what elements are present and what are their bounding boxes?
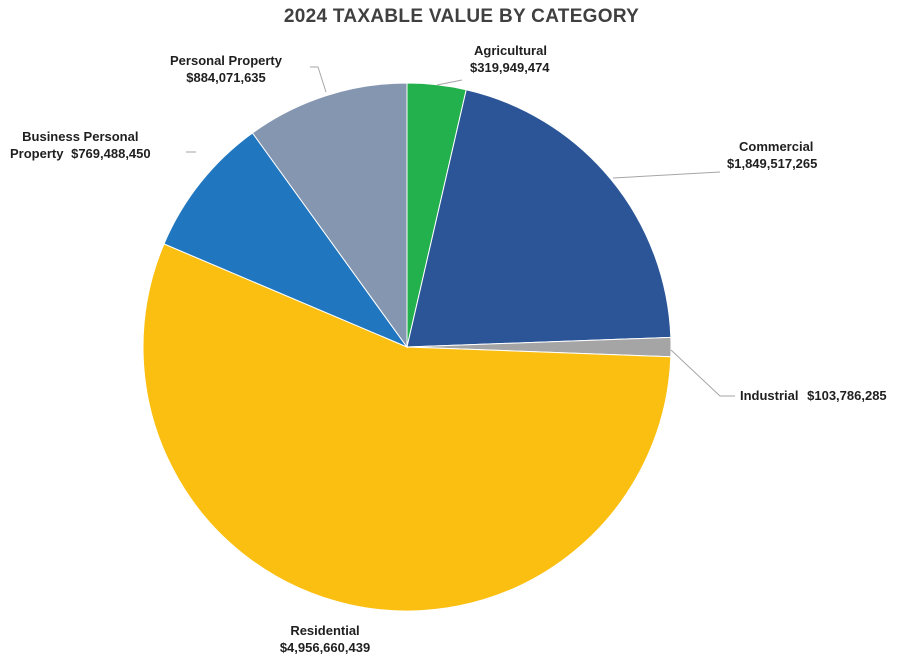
label-value: $1,849,517,265 [727, 156, 818, 171]
chart-title: 2024 TAXABLE VALUE BY CATEGORY [283, 6, 640, 27]
label-value: $103,786,285 [807, 388, 887, 403]
label-name: Commercial [739, 139, 814, 154]
leader-line-personal [310, 66, 327, 93]
leader-line-industrial [670, 349, 735, 397]
leader-lines [186, 66, 735, 397]
data-label-personal-property: Personal Property $884,071,635 [170, 52, 282, 86]
label-name-line2: Property [10, 146, 64, 161]
pie-slice-commercial [406, 89, 672, 348]
leader-line-agricultural [436, 79, 463, 86]
label-name: Industrial [740, 388, 799, 403]
data-label-residential: Residential $4,956,660,439 [260, 622, 390, 656]
label-value: $884,071,635 [186, 70, 266, 85]
pie-slice-residential [142, 243, 672, 612]
label-name: Personal Property [170, 53, 282, 68]
pie-slices [142, 82, 672, 612]
pie-slice-business-personal-property [163, 132, 409, 349]
label-value: $769,488,450 [71, 146, 151, 161]
label-name: Agricultural [474, 43, 547, 58]
label-value: $4,956,660,439 [279, 640, 371, 655]
label-name-line1: Business Personal [22, 129, 139, 144]
data-label-agricultural: Agricultural $319,949,474 [470, 42, 550, 76]
label-value: $319,949,474 [470, 60, 550, 75]
pie-slice-personal-property [251, 82, 408, 349]
data-label-business-personal-property: Business Personal Property $769,488,450 [10, 128, 151, 162]
data-label-commercial: Commercial $1,849,517,265 [727, 138, 817, 172]
data-label-industrial: Industrial $103,786,285 [740, 387, 887, 404]
label-name-line2-value: Property $769,488,450 [10, 145, 151, 162]
label-name: Residential [290, 623, 360, 638]
leader-line-commercial [612, 171, 721, 179]
